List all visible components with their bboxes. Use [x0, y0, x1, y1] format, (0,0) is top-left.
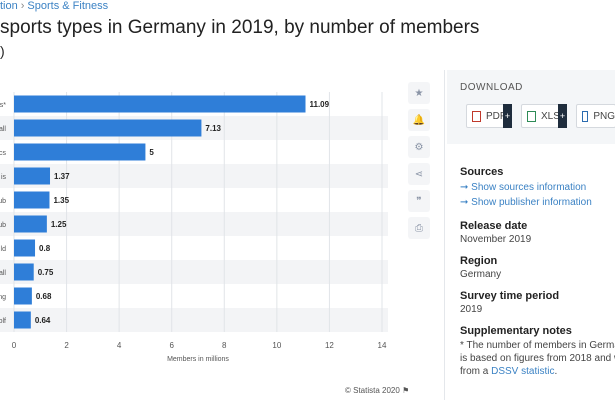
row-band [0, 164, 388, 188]
page-title: sports types in Germany in 2019, by numb… [0, 17, 480, 38]
x-tick-label: 4 [117, 341, 122, 350]
row-band [0, 260, 388, 284]
bar-value-label: 0.68 [36, 292, 52, 301]
download-png-label: PNG [593, 110, 615, 122]
notes-line-1: * The number of members in German [460, 340, 615, 351]
bar-chart-svg: 0 2 4 6 8 10 12 14 11.09 s* 7.13 all 5 cs 1.37 is 1.35 ub… [0, 92, 388, 363]
bar [14, 239, 36, 257]
bell-icon: 🔔 [412, 114, 426, 126]
category-label: cs [0, 150, 7, 157]
bar-chart: 0 2 4 6 8 10 12 14 11.09 s* 7.13 all 5 cs 1.37 is 1.35 ub… [0, 80, 400, 400]
x-tick-label: 0 [12, 341, 17, 350]
panel-divider [444, 70, 445, 400]
chart-toolbar: ★ 🔔 ⚙ ⋖ ❞ ⎙ [408, 82, 430, 244]
category-label: s* [0, 102, 6, 109]
region-title: Region [460, 255, 498, 267]
bar [14, 167, 51, 185]
download-xls-label: XLS [541, 110, 560, 122]
bar-value-label: 1.37 [54, 172, 70, 181]
row-band [0, 308, 388, 332]
download-pdf-button[interactable]: PDF + [466, 104, 512, 128]
png-file-icon [582, 110, 589, 122]
category-label: olf [0, 318, 6, 325]
survey-period-value: 2019 [460, 304, 483, 315]
quote-icon: ❞ [416, 195, 422, 207]
download-pdf-label: PDF [486, 110, 506, 122]
x-tick-label: 6 [169, 341, 174, 350]
bar [14, 119, 202, 137]
notes-line-2: is based on figures from 2018 and was [460, 353, 615, 364]
bar [14, 143, 146, 161]
settings-button[interactable]: ⚙ [408, 136, 430, 158]
flag-icon: ⚑ [402, 386, 410, 395]
bar-value-label: 0.75 [38, 268, 54, 277]
bar [14, 287, 32, 305]
category-label: is [1, 174, 7, 181]
breadcrumb-parent[interactable]: tion [0, 0, 18, 12]
notes-line-3-suffix: . [554, 366, 558, 377]
category-label: ub [0, 198, 6, 205]
bar [14, 263, 34, 281]
category-label: all [0, 270, 6, 277]
download-png-button[interactable]: PNG [576, 104, 615, 128]
breadcrumb-separator: › [20, 0, 25, 12]
statista-credit[interactable]: © Statista 2020 ⚑ [345, 386, 409, 395]
bar-value-label: 1.25 [51, 220, 67, 229]
notes-line-3-prefix: from a [460, 366, 492, 377]
plus-icon: + [503, 104, 512, 128]
category-label: ub [0, 222, 6, 229]
x-tick-label: 14 [378, 341, 387, 350]
breadcrumb: tion › Sports & Fitness [0, 0, 108, 12]
share-button[interactable]: ⋖ [408, 163, 430, 185]
favorite-button[interactable]: ★ [408, 82, 430, 104]
bar-value-label: 0.8 [39, 244, 51, 253]
row-band [0, 212, 388, 236]
xls-file-icon [527, 110, 536, 122]
cite-button[interactable]: ❞ [408, 190, 430, 212]
supplementary-notes-title: Supplementary notes [460, 325, 572, 337]
download-title: DOWNLOAD [460, 82, 523, 93]
pdf-file-icon [472, 110, 481, 122]
star-icon: ★ [414, 87, 424, 99]
x-tick-label: 2 [64, 341, 69, 350]
bar-value-label: 5 [149, 148, 154, 157]
bar-value-label: 11.09 [310, 100, 330, 109]
credit-text: © Statista 2020 [345, 386, 400, 395]
release-date-value: November 2019 [460, 234, 532, 245]
share-icon: ⋖ [414, 168, 424, 180]
print-button[interactable]: ⎙ [408, 217, 430, 239]
notes-line-3: from a DSSV statistic. [460, 365, 615, 378]
bar [14, 311, 31, 329]
bar [14, 95, 306, 113]
print-icon: ⎙ [415, 222, 423, 234]
category-label: ld [1, 246, 7, 253]
x-tick-label: 10 [272, 341, 281, 350]
release-date-title: Release date [460, 220, 528, 232]
bar-value-label: 7.13 [205, 124, 221, 133]
sources-title: Sources [460, 166, 504, 178]
notification-button[interactable]: 🔔 [408, 109, 430, 131]
page-subtitle: ) [0, 43, 5, 59]
breadcrumb-current[interactable]: Sports & Fitness [27, 0, 109, 12]
category-label: ng [0, 294, 6, 301]
survey-period-title: Survey time period [460, 290, 560, 302]
download-xls-button[interactable]: XLS + [521, 104, 567, 128]
download-panel: DOWNLOAD PDF + XLS + PNG [447, 70, 615, 144]
plus-icon: + [558, 104, 567, 128]
bar-value-label: 0.64 [35, 316, 51, 325]
bar-value-label: 1.35 [53, 196, 69, 205]
x-axis-label: Members in millions [167, 356, 229, 363]
statistic-info: Sources ➞ Show sources information ➞ Sho… [460, 166, 615, 378]
category-label: all [0, 126, 6, 133]
gear-icon: ⚙ [414, 141, 424, 153]
bar [14, 191, 50, 209]
dssv-statistic-link[interactable]: DSSV statistic [491, 366, 555, 377]
bar [14, 215, 47, 233]
region-value: Germany [460, 269, 502, 280]
x-tick-label: 8 [222, 341, 227, 350]
show-sources-link[interactable]: ➞ Show sources information [460, 182, 587, 193]
x-tick-label: 12 [325, 341, 334, 350]
show-publisher-link[interactable]: ➞ Show publisher information [460, 197, 592, 208]
